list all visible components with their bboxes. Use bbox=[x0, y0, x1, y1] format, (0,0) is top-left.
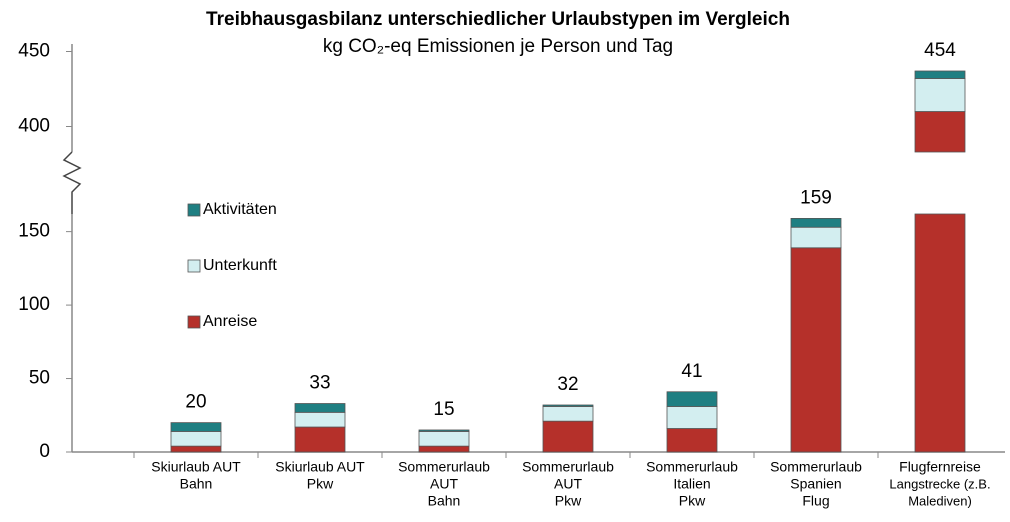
bar-segment bbox=[170, 431, 222, 447]
x-tick-label: Pkw bbox=[307, 476, 334, 492]
x-tick-label: Flug bbox=[802, 493, 829, 509]
total-label: 20 bbox=[185, 392, 206, 413]
legend-swatch bbox=[187, 315, 201, 329]
y-tick-label: 450 bbox=[18, 41, 50, 62]
bar-segment bbox=[294, 426, 346, 453]
x-tick-label: Spanien bbox=[790, 476, 841, 492]
x-tick-label: AUT bbox=[554, 476, 582, 492]
axes bbox=[62, 44, 1005, 453]
x-tick-label: Pkw bbox=[555, 493, 582, 509]
x-tick-label: Flugfernreise bbox=[899, 459, 981, 475]
x-tick-label: AUT bbox=[430, 476, 458, 492]
y-tick-label: 150 bbox=[18, 221, 50, 242]
bar-segment bbox=[170, 422, 222, 432]
legend-label: Aktivitäten bbox=[203, 201, 277, 218]
y-tick-label: 50 bbox=[29, 368, 50, 389]
bar-segment bbox=[294, 403, 346, 413]
x-tick-label: Sommerurlaub bbox=[646, 459, 738, 475]
total-label: 32 bbox=[557, 374, 578, 395]
bar-segment bbox=[914, 78, 966, 112]
y-tick-label: 100 bbox=[18, 294, 50, 315]
total-label: 15 bbox=[433, 399, 454, 420]
x-tick-label: Langstrecke (z.B. bbox=[889, 476, 990, 491]
legend-swatch bbox=[187, 259, 201, 273]
bar-segment bbox=[542, 420, 594, 453]
x-tick-label: Italien bbox=[673, 476, 710, 492]
x-tick-label: Sommerurlaub bbox=[522, 459, 614, 475]
x-tick-label: Sommerurlaub bbox=[398, 459, 490, 475]
chart-subtitle: kg CO₂-eq Emissionen je Person und Tag bbox=[323, 36, 673, 57]
bar-segment bbox=[418, 429, 470, 432]
x-tick-label: Pkw bbox=[679, 493, 706, 509]
bar-segment bbox=[914, 111, 966, 153]
total-label: 159 bbox=[800, 187, 832, 208]
bar-segment bbox=[666, 406, 718, 429]
y-tick-label: 0 bbox=[39, 441, 50, 462]
bar-segment bbox=[294, 411, 346, 428]
total-label: 33 bbox=[309, 373, 330, 394]
bar-segment bbox=[666, 428, 718, 453]
x-tick-label: Skiurlaub AUT bbox=[151, 459, 241, 475]
bar-segment bbox=[542, 404, 594, 407]
bar-segment bbox=[170, 445, 222, 453]
bar-segment bbox=[666, 391, 718, 407]
legend-label: Anreise bbox=[203, 313, 257, 330]
legend-label: Unterkunft bbox=[203, 257, 277, 274]
x-tick-label: Sommerurlaub bbox=[770, 459, 862, 475]
axis-break bbox=[62, 151, 82, 214]
legend-swatch bbox=[187, 203, 201, 217]
bar-segment bbox=[914, 70, 966, 79]
total-label: 41 bbox=[681, 361, 702, 382]
x-tick-label: Bahn bbox=[428, 493, 461, 509]
bar-segment bbox=[790, 226, 842, 249]
bar-segment bbox=[790, 247, 842, 453]
bar-segment bbox=[542, 406, 594, 422]
total-label: 454 bbox=[924, 40, 956, 61]
bar-segment bbox=[914, 213, 966, 453]
bar-segment bbox=[790, 218, 842, 228]
chart-title: Treibhausgasbilanz unterschiedlicher Url… bbox=[206, 9, 790, 30]
x-tick-label: Malediven) bbox=[908, 493, 972, 508]
bar-segment bbox=[418, 445, 470, 453]
y-tick-label: 400 bbox=[18, 116, 50, 137]
x-tick-label: Bahn bbox=[180, 476, 213, 492]
x-tick-label: Skiurlaub AUT bbox=[275, 459, 365, 475]
bar-segment bbox=[418, 431, 470, 447]
